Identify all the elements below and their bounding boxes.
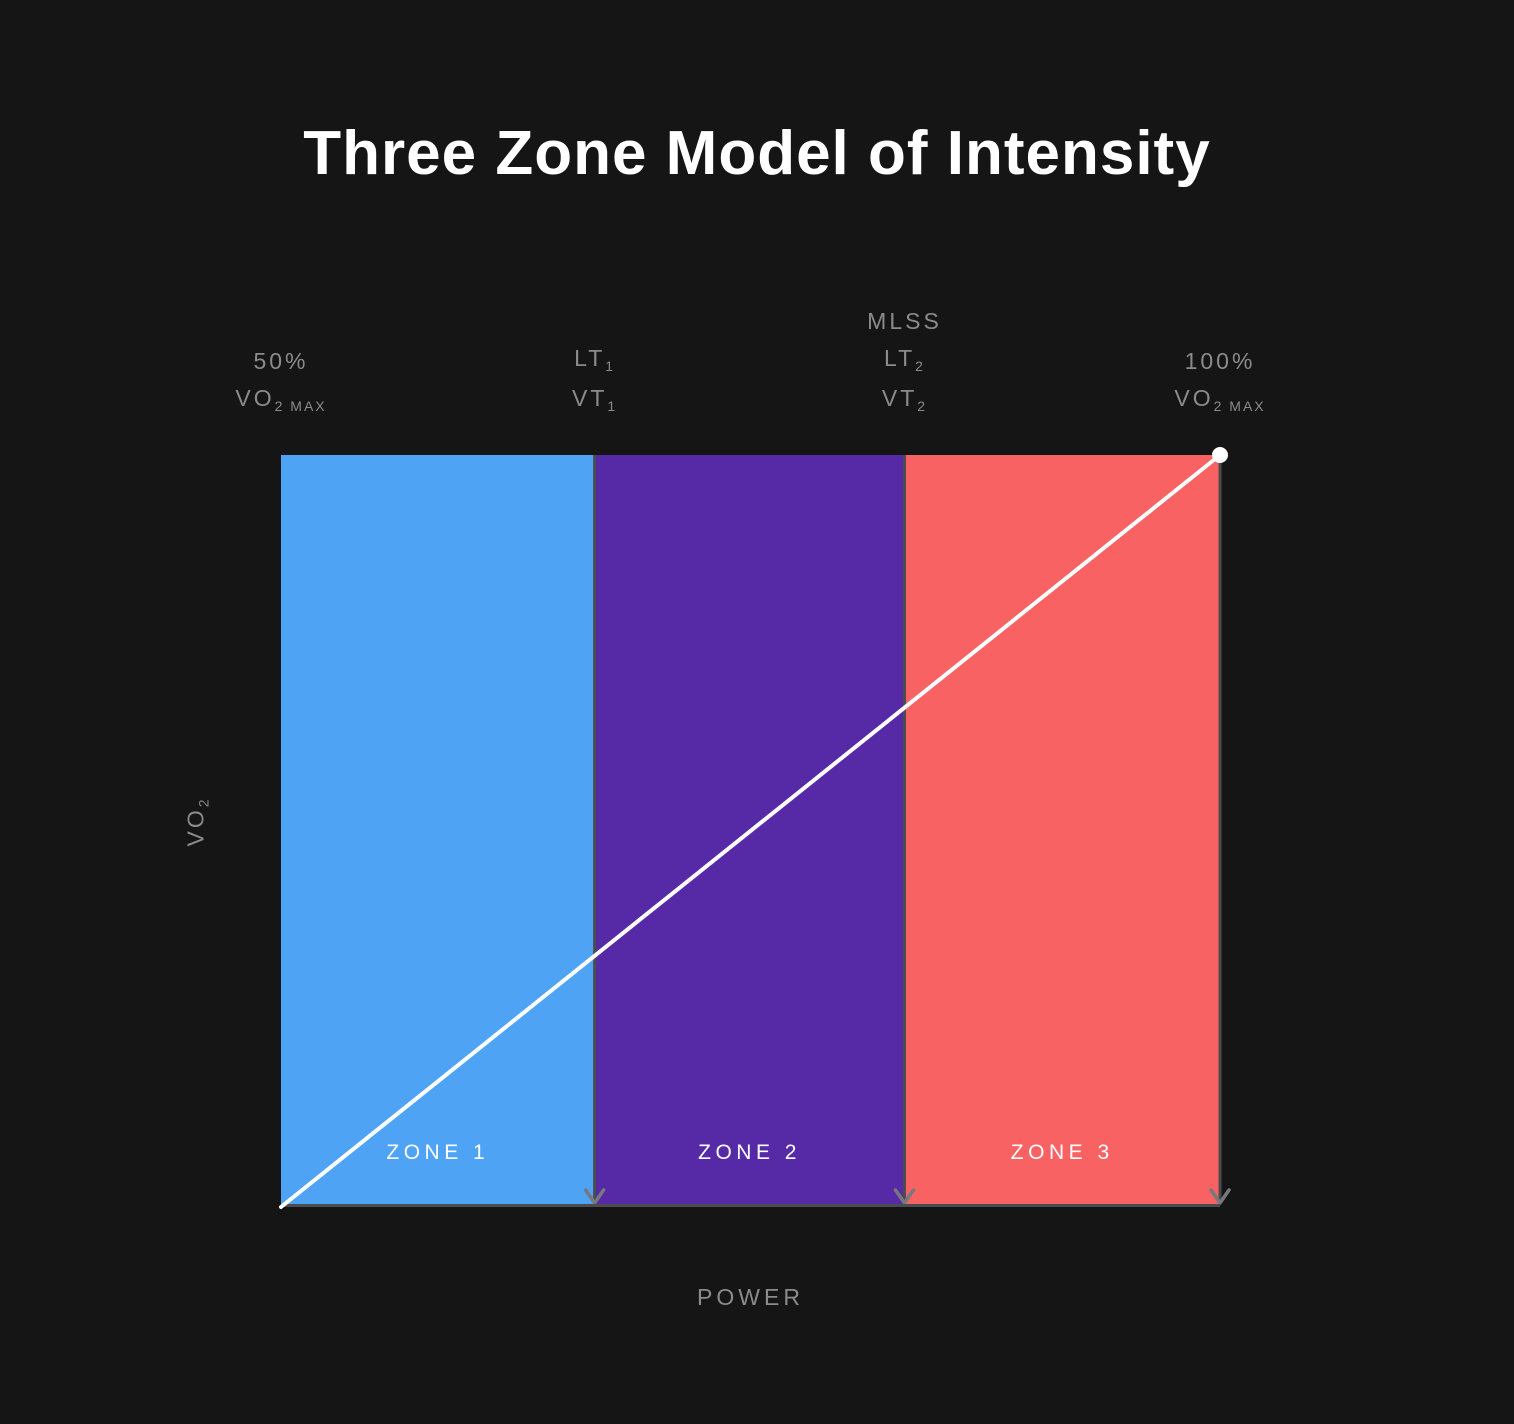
threshold-labels: 50% VO2 MAX LT1 VT1 MLSS LT2 VT2 100% VO2 MAX	[235, 0, 1263, 420]
vo2-response-line	[279, 453, 1222, 1209]
y-axis-label-text: VO	[182, 807, 209, 847]
zone-label-3: ZONE 3	[1010, 1141, 1114, 1164]
threshold-label-line: VT2	[881, 385, 928, 414]
threshold-label-line: LT1	[574, 345, 616, 374]
threshold-label-line: 50%	[253, 348, 309, 374]
down-arrow-icon-3	[1209, 1188, 1231, 1205]
threshold-label-100pct-vo2max: 100% VO2 MAX	[1174, 343, 1265, 420]
threshold-label-line: LT2	[884, 345, 925, 374]
y-axis-label: VO2	[182, 797, 212, 847]
zone-label-2: ZONE 2	[698, 1141, 801, 1164]
zone-label-1: ZONE 1	[386, 1141, 490, 1164]
threshold-label-line: VO2 MAX	[235, 385, 327, 414]
chart-overlay	[279, 447, 1231, 1209]
threshold-label-line: 100%	[1184, 348, 1256, 374]
chart-title: Three Zone Model of Intensity	[303, 119, 1211, 188]
threshold-label-line: MLSS	[867, 308, 942, 334]
threshold-label-50pct-vo2max: 50% VO2 MAX	[235, 343, 326, 420]
down-arrow-icon-2	[893, 1188, 916, 1205]
threshold-label-line: VT1	[572, 385, 618, 414]
threshold-label-lt1-vt1: LT1 VT1	[572, 340, 617, 420]
down-arrow-icon-1	[583, 1188, 606, 1205]
x-axis-label: POWER	[697, 1284, 804, 1310]
zone-band-3: ZONE 3	[904, 455, 1220, 1207]
line-endpoint-dot	[1212, 447, 1228, 463]
threshold-label-line: VO2 MAX	[1174, 385, 1266, 414]
y-axis-label-subscript: 2	[195, 797, 212, 808]
plot-area: ZONE 1 ZONE 2 ZONE 3	[279, 447, 1231, 1209]
threshold-label-mlss-lt2-vt2: MLSS LT2 VT2	[867, 303, 942, 420]
